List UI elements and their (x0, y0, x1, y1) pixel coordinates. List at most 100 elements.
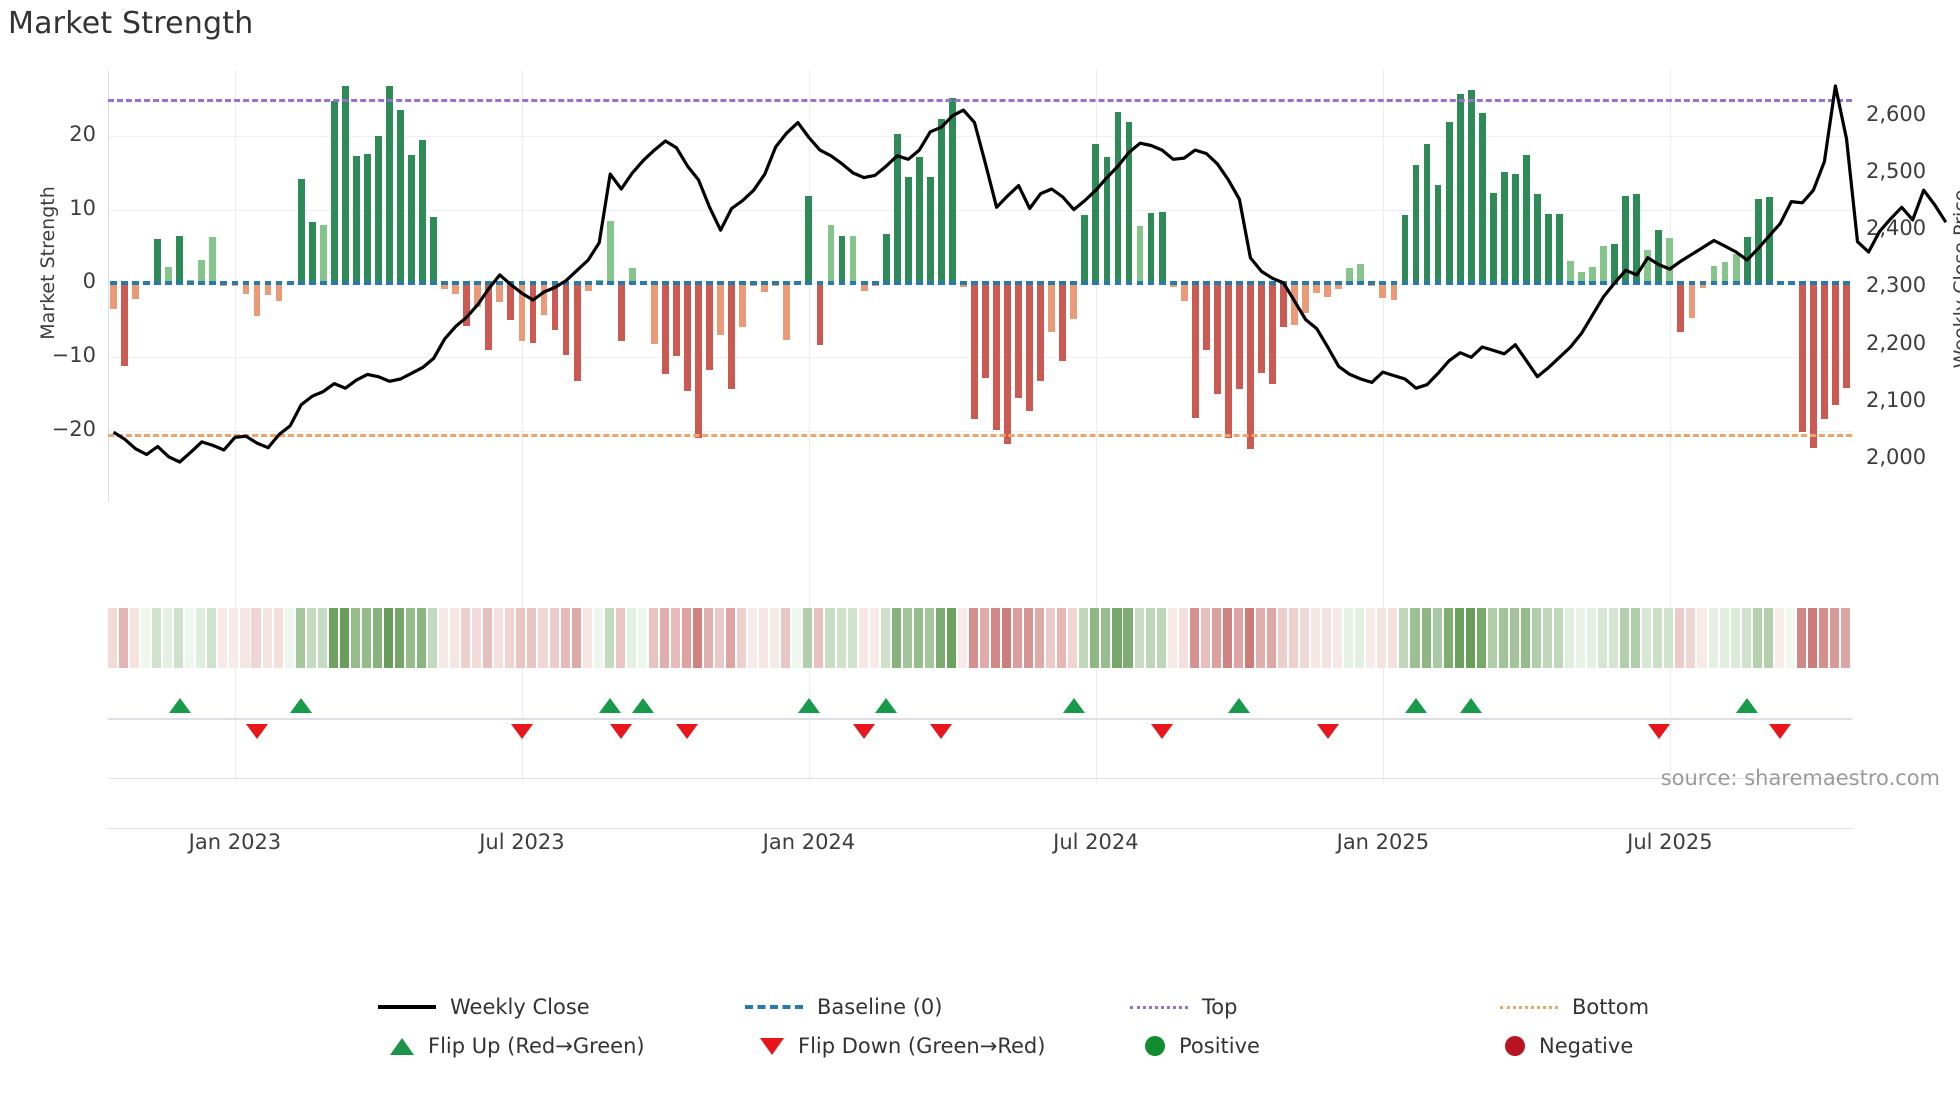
bar (937, 118, 945, 284)
heatmap-cell (704, 608, 714, 668)
heatmap-cell (1090, 608, 1100, 668)
heatmap-cell (130, 608, 140, 668)
heatmap-cell (1553, 608, 1564, 668)
heatmap-cell (1046, 608, 1056, 668)
bar (982, 283, 989, 378)
baseline-segment (441, 281, 449, 286)
legend-item[interactable]: Bottom (1500, 995, 1649, 1019)
heatmap-cell (726, 608, 736, 668)
y-tick-left: 20 (69, 122, 96, 147)
legend-item[interactable]: Top (1130, 995, 1237, 1019)
bar (110, 283, 117, 310)
legend-item[interactable]: Negative (1505, 1034, 1633, 1058)
heatmap-cell (1763, 608, 1773, 668)
x-tick: Jan 2025 (1336, 830, 1430, 854)
heatmap-cell (339, 608, 349, 668)
baseline-segment (893, 281, 901, 286)
baseline-segment (816, 281, 824, 286)
legend-item[interactable]: Positive (1145, 1034, 1260, 1058)
y-axis-spine (108, 70, 109, 502)
baseline-segment (198, 281, 206, 286)
bar (695, 283, 702, 438)
bar (838, 235, 846, 284)
bar (1004, 283, 1011, 444)
legend-item[interactable]: Flip Down (Green→Red) (760, 1034, 1045, 1058)
bar (1401, 214, 1409, 284)
heatmap-cell (847, 608, 857, 668)
flip-up-marker (875, 698, 898, 713)
baseline-segment (408, 281, 415, 286)
legend-label: Flip Down (Green→Red) (798, 1034, 1046, 1058)
heatmap-cell (1399, 608, 1409, 668)
bar (430, 217, 438, 284)
heatmap-cell (141, 608, 151, 668)
baseline-segment (1467, 281, 1475, 286)
legend-item[interactable]: Weekly Close (378, 995, 590, 1019)
baseline-segment (794, 281, 802, 286)
bar (1478, 112, 1486, 284)
heatmap-cell (1233, 608, 1243, 668)
baseline-segment (584, 281, 592, 286)
bar (1489, 192, 1497, 284)
bar (1622, 195, 1630, 284)
legend-item[interactable]: Flip Up (Red→Green) (390, 1034, 645, 1058)
heatmap-cell (968, 608, 978, 668)
baseline-segment (1401, 281, 1409, 286)
y-tick-left: 0 (82, 269, 96, 294)
baseline-segment (474, 281, 482, 286)
baseline-segment (110, 281, 117, 286)
heatmap-cell (450, 608, 460, 668)
heatmap-cell (1631, 608, 1641, 668)
baseline-segment (1589, 281, 1596, 286)
bar (1313, 283, 1321, 293)
baseline-segment (926, 281, 934, 286)
baseline-segment (1158, 281, 1166, 286)
bar (1820, 283, 1828, 419)
bar (1732, 253, 1740, 284)
bar (154, 239, 162, 284)
legend-line-icon (378, 1005, 436, 1009)
legend-item[interactable]: Baseline (0) (745, 995, 942, 1019)
bar (673, 283, 680, 357)
heatmap-cell (858, 608, 868, 668)
heatmap-cell (196, 608, 206, 668)
baseline-segment (1346, 281, 1354, 286)
legend-dotted-line-icon (1500, 1005, 1558, 1009)
baseline-segment (971, 281, 978, 286)
bar (562, 283, 570, 356)
page-title: Market Strength (8, 6, 254, 41)
bar (915, 156, 923, 284)
heatmap-cell (439, 608, 449, 668)
heatmap-cell (428, 608, 438, 668)
bar (1235, 283, 1243, 390)
heatmap-cell (792, 608, 802, 668)
bar (1655, 229, 1663, 284)
x-tick: Jan 2023 (188, 830, 282, 854)
bar (1125, 122, 1133, 284)
baseline-segment (1644, 281, 1652, 286)
bar (1379, 283, 1387, 299)
heatmap-cell (1708, 608, 1718, 668)
baseline-segment (915, 281, 923, 286)
bar (1258, 283, 1265, 374)
flip-down-marker (853, 724, 876, 739)
bar (860, 283, 868, 291)
baseline-segment (1037, 281, 1045, 286)
baseline-segment (529, 281, 537, 286)
bar (474, 283, 482, 307)
baseline-segment (1004, 281, 1011, 286)
heatmap-cell (361, 608, 371, 668)
baseline-segment (1489, 281, 1497, 286)
bar (518, 283, 526, 341)
heatmap-cell (1520, 608, 1530, 668)
flip-up-marker (632, 698, 655, 713)
heatmap-cell (1565, 608, 1575, 668)
heatmap-cell (505, 608, 515, 668)
baseline-segment (419, 281, 426, 286)
y-tick-right: 2,500 (1866, 159, 1927, 183)
y-tick-right: 2,300 (1866, 273, 1927, 298)
gridline-vertical (521, 70, 523, 782)
heatmap-cell (152, 608, 162, 668)
baseline-segment (1015, 281, 1023, 286)
heatmap-cell (295, 608, 305, 668)
